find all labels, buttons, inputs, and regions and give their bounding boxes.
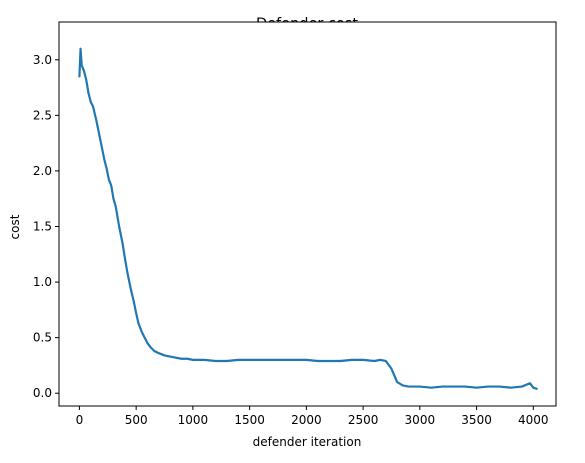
x-tick-label: 4000 <box>518 413 549 427</box>
plot-area <box>58 21 557 407</box>
x-tick-label: 3000 <box>405 413 436 427</box>
x-tick-label: 2500 <box>348 413 379 427</box>
cost-series-line <box>78 47 538 390</box>
plot-background <box>59 22 556 406</box>
series-layer <box>78 47 538 390</box>
x-tick-label: 0 <box>76 413 84 427</box>
y-axis-label: cost <box>8 214 22 239</box>
y-tick-label: 2.0 <box>33 164 52 178</box>
x-axis: 0 500 1000 1500 2000 2500 3000 3500 4000 <box>76 406 549 427</box>
y-axis: 0.0 0.5 1.0 1.5 2.0 2.5 3.0 <box>33 53 59 400</box>
x-axis-label: defender iteration <box>253 435 362 449</box>
y-tick-label: 0.0 <box>33 386 52 400</box>
x-tick-label: 2000 <box>291 413 322 427</box>
y-tick-label: 3.0 <box>33 53 52 67</box>
y-tick-label: 1.5 <box>33 220 52 234</box>
x-tick-label: 3500 <box>461 413 492 427</box>
plot-frame <box>58 21 557 407</box>
x-tick-label: 1000 <box>178 413 209 427</box>
y-tick-label: 2.5 <box>33 108 52 122</box>
y-tick-label: 0.5 <box>33 331 52 345</box>
x-tick-label: 1500 <box>234 413 265 427</box>
y-tick-label: 1.0 <box>33 275 52 289</box>
x-tick-label: 500 <box>125 413 148 427</box>
